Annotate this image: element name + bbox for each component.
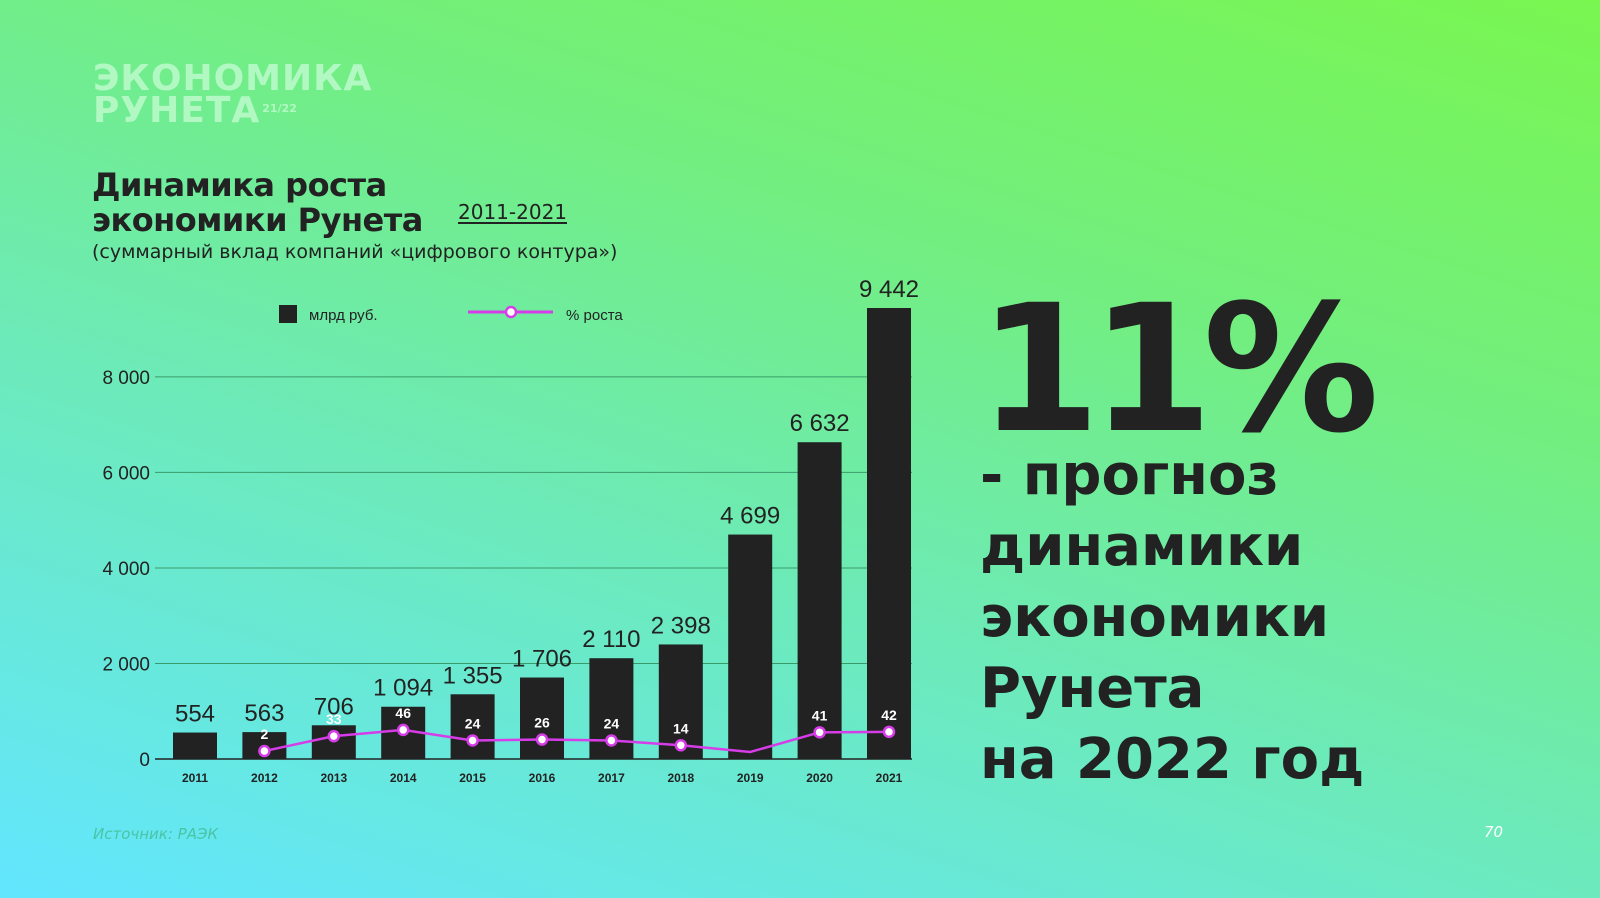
growth-label: 41	[812, 707, 828, 723]
growth-label: 46	[395, 705, 411, 721]
growth-point	[258, 744, 271, 758]
growth-point	[535, 733, 549, 746]
chart-title-line2: экономики Рунета	[92, 201, 423, 239]
legend-line-label: % роста	[566, 307, 623, 324]
x-tick-label: 2013	[320, 771, 347, 785]
x-tick-label: 2015	[459, 771, 486, 785]
growth-label: 24	[465, 715, 481, 731]
headline-line-1: - прогноз	[980, 443, 1279, 508]
growth-point	[605, 734, 618, 747]
x-tick-label: 2017	[598, 771, 625, 785]
chart-title: Динамика роста экономики Рунета	[92, 168, 423, 238]
legend-bar-swatch	[279, 305, 297, 323]
bar	[450, 694, 495, 759]
bar	[797, 442, 842, 759]
logo-year: 21/22	[262, 102, 297, 115]
y-tick-label: 4 000	[102, 559, 150, 580]
growth-point	[396, 723, 410, 737]
headline-text: - прогноз динамики экономики Рунета на 2…	[980, 440, 1364, 795]
y-tick-label: 0	[139, 750, 150, 771]
bar-value-label: 1 706	[512, 646, 572, 673]
chart-subtitle: (суммарный вклад компаний «цифрового кон…	[92, 241, 618, 263]
headline-line-2: динамики	[980, 514, 1304, 579]
legend-line-marker	[504, 305, 518, 319]
growth-point	[674, 739, 688, 752]
growth-point	[882, 725, 896, 739]
bar-value-label: 563	[244, 700, 284, 727]
bar	[728, 534, 773, 759]
x-tick-label: 2014	[390, 771, 417, 785]
source-note: Источник: РАЭК	[93, 825, 219, 843]
y-tick-label: 6 000	[102, 463, 150, 484]
bar-value-label: 1 094	[373, 675, 433, 702]
legend-bar-label: млрд руб.	[309, 307, 378, 324]
headline-line-3: экономики	[980, 585, 1330, 650]
x-tick-label: 2021	[876, 771, 903, 785]
x-tick-label: 2020	[806, 771, 833, 785]
bar-value-label: 706	[314, 693, 354, 720]
growth-label: 26	[534, 715, 550, 731]
bar-value-label: 1 355	[443, 662, 503, 689]
bar-value-label: 2 110	[582, 626, 640, 653]
y-tick-label: 8 000	[102, 368, 150, 389]
logo-line1: ЭКОНОМИКА	[93, 58, 373, 99]
chart-title-range: 2011-2021	[458, 200, 568, 224]
growth-line	[264, 728, 890, 754]
logo: ЭКОНОМИКА РУНЕТА 21/22	[93, 58, 373, 129]
growth-point	[466, 734, 479, 747]
headline-line-4: Рунета	[980, 656, 1205, 721]
x-tick-label: 2011	[182, 771, 208, 785]
growth-label: 33	[326, 711, 342, 727]
page-number: 70	[1484, 823, 1504, 841]
growth-point	[813, 726, 826, 739]
growth-label: 2	[261, 726, 269, 742]
growth-point	[327, 729, 341, 743]
bar-value-label: 6 632	[790, 410, 850, 437]
x-tick-label: 2016	[529, 771, 556, 785]
y-tick-label: 2 000	[102, 654, 150, 675]
bar	[867, 308, 911, 759]
x-tick-label: 2012	[251, 771, 278, 785]
growth-label: 24	[604, 715, 620, 731]
x-tick-label: 2019	[737, 771, 764, 785]
chart-title-line1: Динамика роста	[92, 166, 387, 204]
headline-line-5: на 2022 год	[980, 727, 1365, 792]
bar-value-label: 2 398	[651, 612, 711, 639]
bar-value-label: 4 699	[720, 503, 780, 530]
growth-label: 14	[673, 720, 689, 736]
x-tick-label: 2018	[667, 771, 694, 785]
bar	[173, 732, 217, 759]
logo-line2: РУНЕТА	[93, 90, 261, 131]
bar-value-label: 554	[175, 701, 215, 728]
bar-value-label: 9 442	[859, 276, 919, 303]
headline-percent: 11%	[978, 267, 1379, 472]
growth-label: 42	[881, 707, 897, 723]
